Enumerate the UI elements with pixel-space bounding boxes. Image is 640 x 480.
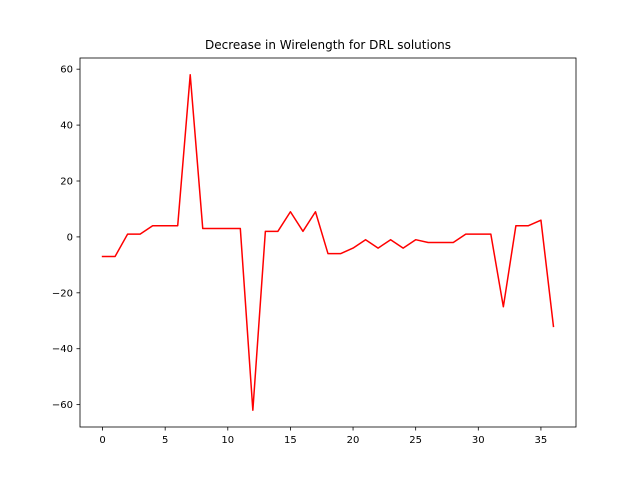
x-tick-label: 30 xyxy=(472,435,485,446)
y-tick-label: 20 xyxy=(60,177,73,188)
y-tick-label: 0 xyxy=(67,232,73,243)
plot-area: 0 5 10 15 20 25 30 35 −60 −40 −20 0 20 40 60 xyxy=(52,57,577,446)
y-tick-label: 40 xyxy=(60,121,73,132)
y-tick-label: 60 xyxy=(60,65,73,76)
x-tick-label: 5 xyxy=(162,435,168,446)
x-tick-label: 0 xyxy=(99,435,105,446)
chart-title: Decrease in Wirelength for DRL solutions xyxy=(205,38,451,52)
x-tick-label: 15 xyxy=(284,435,297,446)
x-tick-label: 20 xyxy=(347,435,360,446)
x-tick-label: 10 xyxy=(221,435,234,446)
y-tick-label: −20 xyxy=(52,288,73,299)
y-tick-label: −40 xyxy=(52,344,73,355)
axes-frame xyxy=(79,57,577,428)
y-tick-label: −60 xyxy=(52,400,73,411)
x-tick-label: 35 xyxy=(535,435,548,446)
x-tick-label: 25 xyxy=(409,435,422,446)
series-line-0 xyxy=(101,74,555,411)
